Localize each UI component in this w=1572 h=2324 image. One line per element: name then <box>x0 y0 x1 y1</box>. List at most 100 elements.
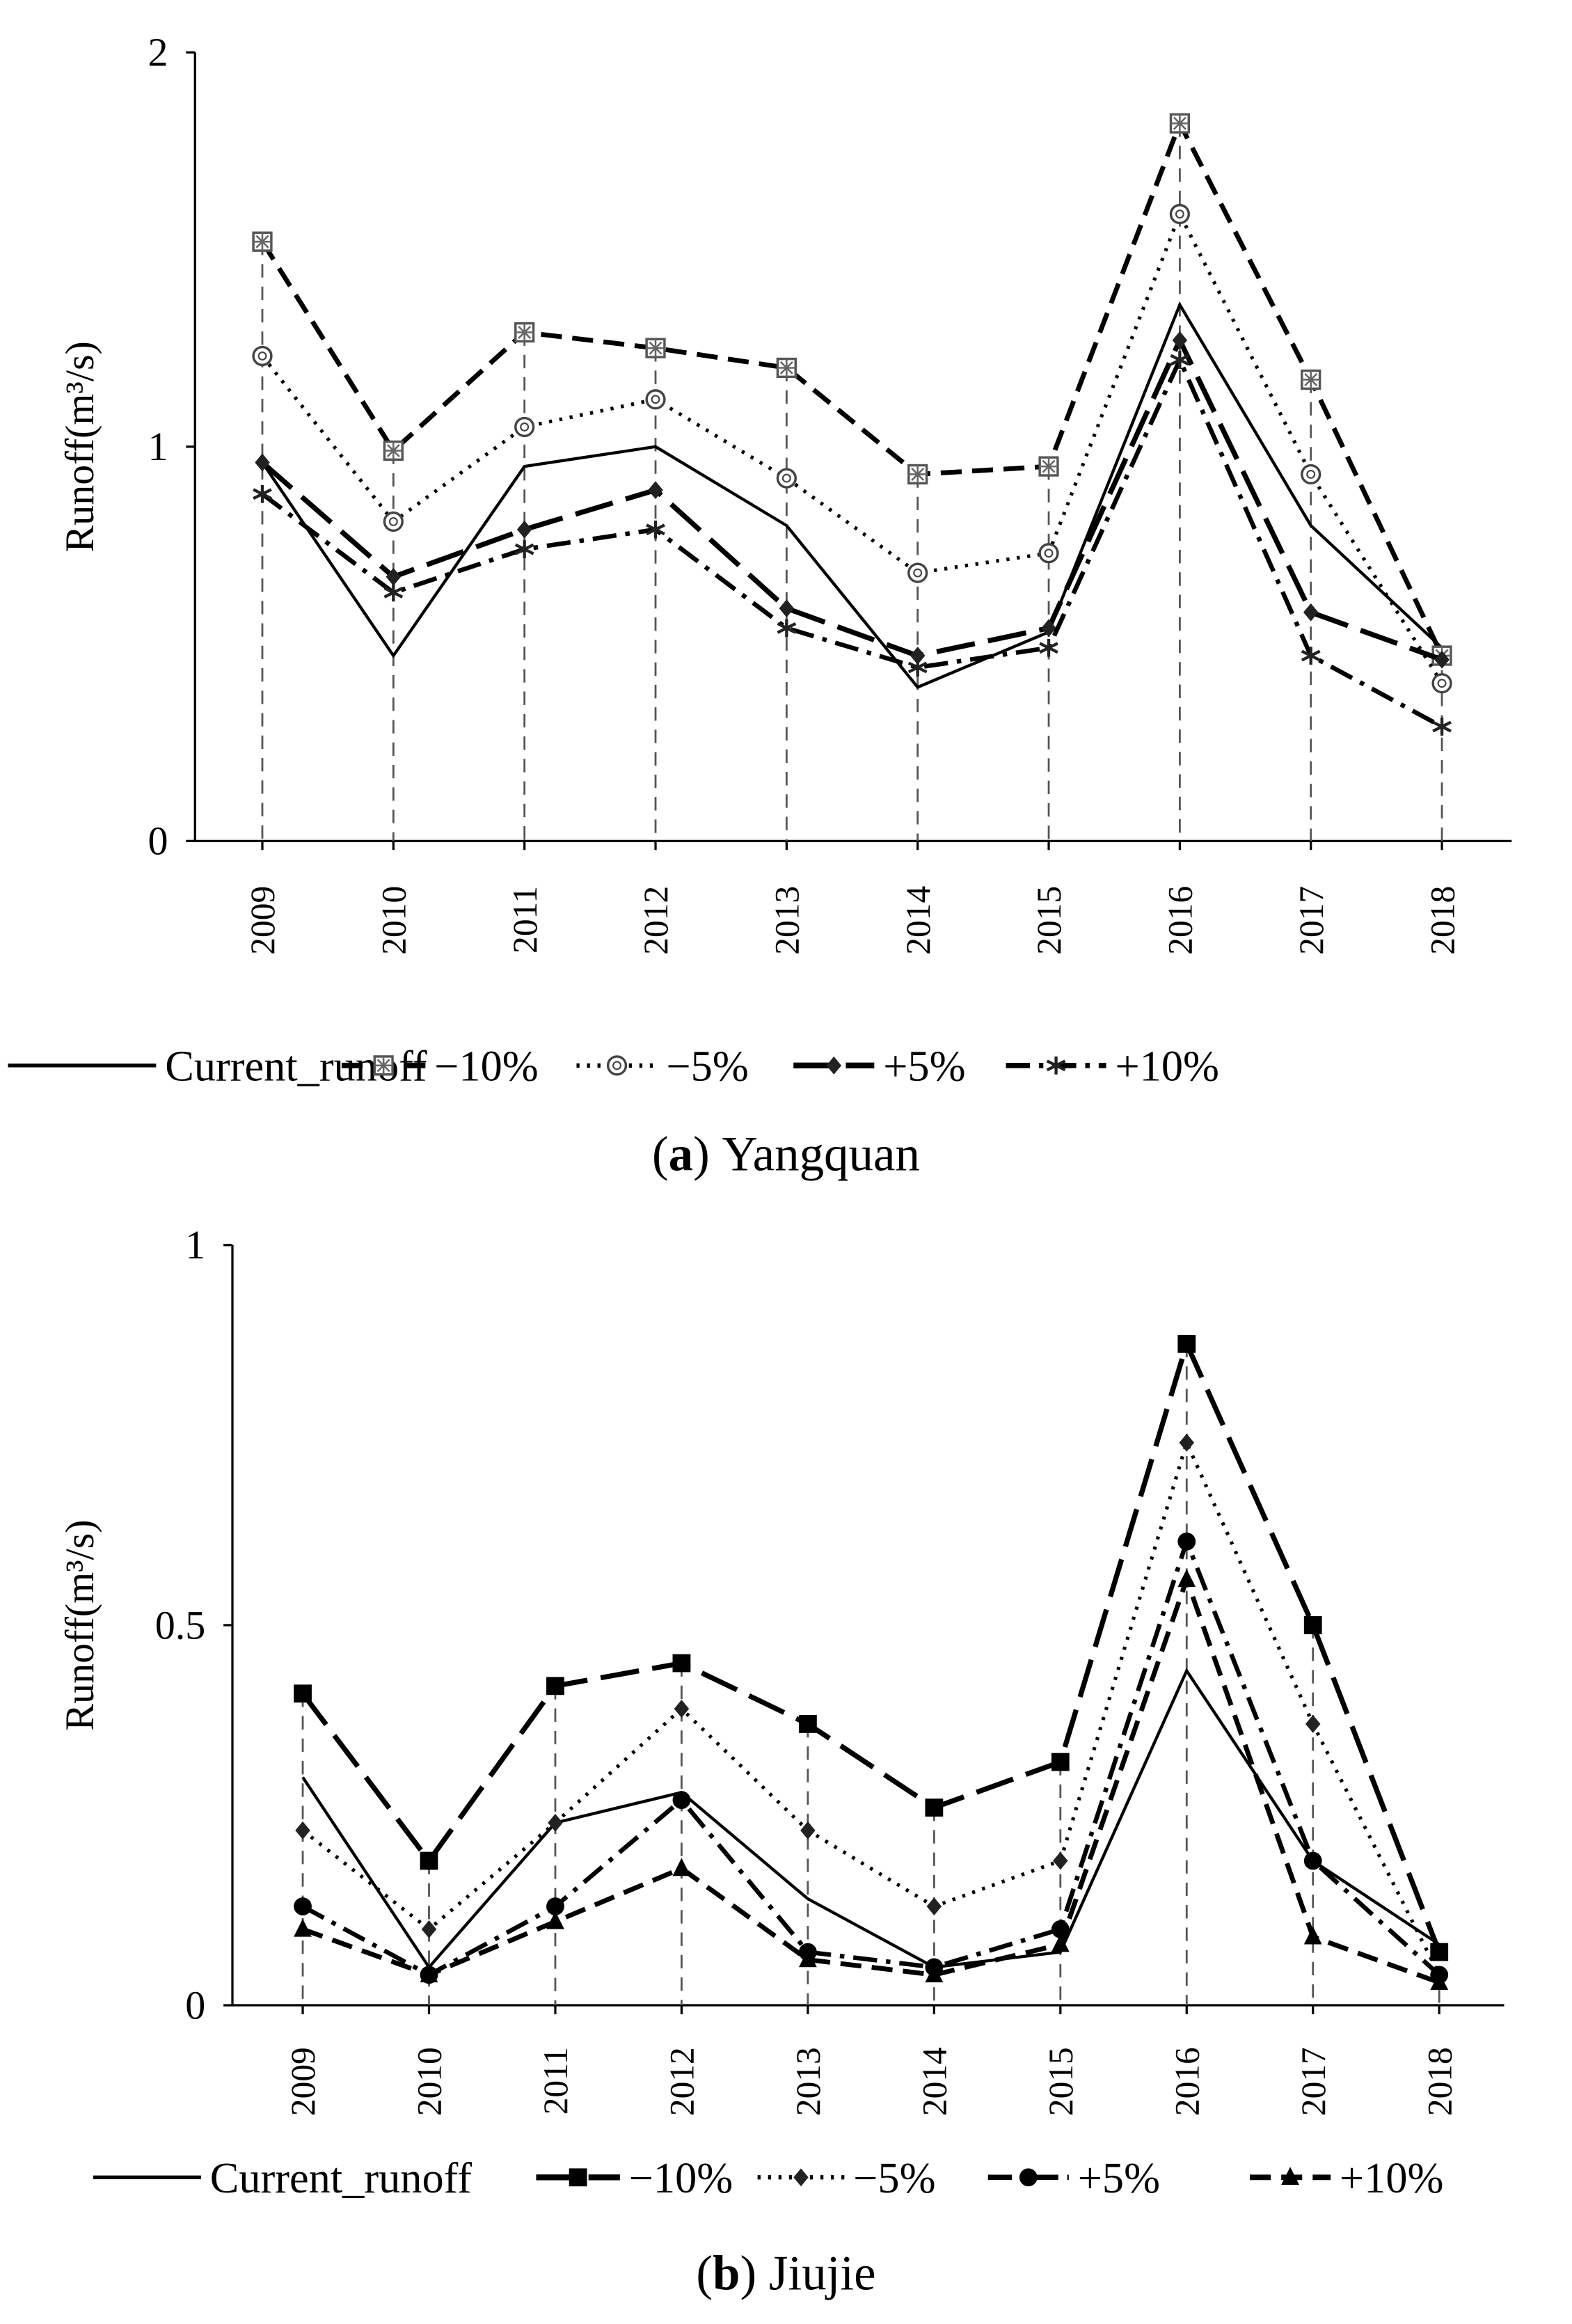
data-point-marker <box>672 1791 691 1810</box>
series-line <box>301 1437 1441 1976</box>
legend-marker <box>793 2168 809 2187</box>
data-point-marker-cross <box>515 323 534 342</box>
data-point-marker <box>514 540 534 558</box>
data-point-marker-inner <box>388 516 398 526</box>
data-point-marker <box>1432 718 1452 736</box>
series-line <box>301 1668 1440 1970</box>
data-point-marker <box>798 1949 817 1968</box>
data-point-marker-cross <box>1040 457 1058 476</box>
data-point-marker-inner <box>913 568 923 578</box>
legend-label: +10% <box>1340 2154 1443 2202</box>
data-point-marker-inner <box>1306 469 1316 479</box>
data-point-marker <box>910 647 926 665</box>
y-tick-label: 0 <box>148 819 168 864</box>
data-point-marker <box>672 1654 691 1673</box>
data-point-marker <box>645 389 666 410</box>
data-point-marker-inner <box>257 351 267 361</box>
data-point-marker <box>386 567 402 586</box>
legend-label: −5% <box>853 2154 935 2202</box>
data-point-marker <box>925 1799 944 1817</box>
data-point-marker <box>420 1964 438 1983</box>
legend-marker <box>1046 1056 1066 1075</box>
series-0 <box>301 1668 1440 1970</box>
data-point-marker <box>294 1897 312 1915</box>
x-tick-label: 2010 <box>375 886 413 955</box>
data-point-marker-inner <box>651 395 660 404</box>
series-4 <box>253 351 1452 736</box>
legend-marker-cross <box>374 1056 393 1075</box>
data-point-marker <box>1172 331 1188 349</box>
data-point-marker <box>295 1821 310 1840</box>
x-tick-label: 2012 <box>663 2047 701 2116</box>
y-axis-label: Runoff(m³/s) <box>57 1519 102 1730</box>
data-point-marker <box>926 1897 942 1915</box>
legend-label: +10% <box>1116 1042 1219 1090</box>
data-point-marker-inner <box>1437 679 1447 688</box>
series-line <box>260 117 1445 657</box>
series-line <box>301 1572 1440 1985</box>
data-point-marker <box>383 511 404 532</box>
figure-caption: (a) Yangquan <box>652 1127 920 1181</box>
series-line <box>301 1336 1442 1953</box>
data-point-marker-cross <box>777 358 796 377</box>
data-point-marker <box>1041 619 1056 638</box>
x-tick-label: 2015 <box>1030 886 1068 955</box>
data-point-marker <box>1169 203 1191 225</box>
legend-label: +5% <box>883 1042 965 1090</box>
data-point-marker <box>1039 638 1058 657</box>
data-point-marker <box>294 1918 312 1937</box>
x-tick-label: 2017 <box>1294 2047 1333 2116</box>
data-point-marker <box>925 1964 944 1983</box>
x-tick-label: 2009 <box>284 2047 322 2116</box>
data-point-marker <box>252 345 273 367</box>
data-point-marker <box>383 583 404 602</box>
data-point-marker-cross <box>384 441 403 460</box>
series-line <box>261 301 1443 689</box>
x-tick-label: 2014 <box>899 886 937 955</box>
x-tick-label: 2013 <box>768 886 807 955</box>
caption-paren-open: ( <box>696 2247 713 2301</box>
x-tick-label: 2013 <box>789 2047 827 2116</box>
data-point-marker <box>776 468 797 489</box>
y-tick-label: 1 <box>185 1222 205 1267</box>
data-point-marker <box>253 484 272 503</box>
series-3 <box>255 331 1450 669</box>
caption-paren-open: ( <box>652 1127 669 1181</box>
data-point-marker <box>546 1677 564 1695</box>
data-point-marker-inner <box>781 473 791 483</box>
legend: Current_runoff −10% −5% +5% +10% <box>93 2154 1443 2202</box>
data-point-marker <box>1430 1972 1449 1991</box>
data-point-marker <box>1303 1616 1322 1634</box>
legend-marker <box>826 1056 842 1075</box>
x-tick-label: 2009 <box>244 886 282 955</box>
y-tick-label: 1 <box>148 424 168 469</box>
x-tick-label: 2018 <box>1423 886 1461 955</box>
data-point-marker <box>1177 1334 1196 1353</box>
data-point-marker <box>674 1700 690 1718</box>
data-point-marker <box>1303 603 1319 622</box>
legend-marker <box>1019 2168 1038 2187</box>
data-point-marker <box>514 416 535 438</box>
data-point-marker-cross <box>253 232 271 251</box>
data-point-marker <box>798 1715 817 1733</box>
legend-label: −10% <box>434 1042 538 1090</box>
data-point-marker <box>1301 647 1321 665</box>
data-point-marker-cross <box>908 465 927 484</box>
data-point-marker <box>1431 673 1452 694</box>
chart-yangquan: 0 1 2 Runoff(m³/s) 2009 2010 2011 2012 2013 2014 2… <box>8 30 1512 1181</box>
data-point-marker <box>1051 1934 1070 1952</box>
legend-marker <box>569 2168 587 2187</box>
series-line <box>301 1535 1441 1978</box>
data-point-marker <box>548 1814 563 1832</box>
data-point-marker <box>546 1911 564 1929</box>
series-1 <box>294 1334 1449 1961</box>
series-line <box>261 354 1443 729</box>
x-tick-label: 2010 <box>411 2047 449 2116</box>
series-2 <box>252 203 1452 694</box>
data-point-marker <box>294 1684 312 1703</box>
legend: Current_runoff −10% −5% +5% +10% <box>8 1042 1219 1090</box>
data-point-marker <box>420 1851 438 1870</box>
data-point-marker-cross <box>1301 370 1320 389</box>
legend-marker-inner <box>612 1061 621 1070</box>
caption-name: Jiujie <box>769 2247 876 2301</box>
